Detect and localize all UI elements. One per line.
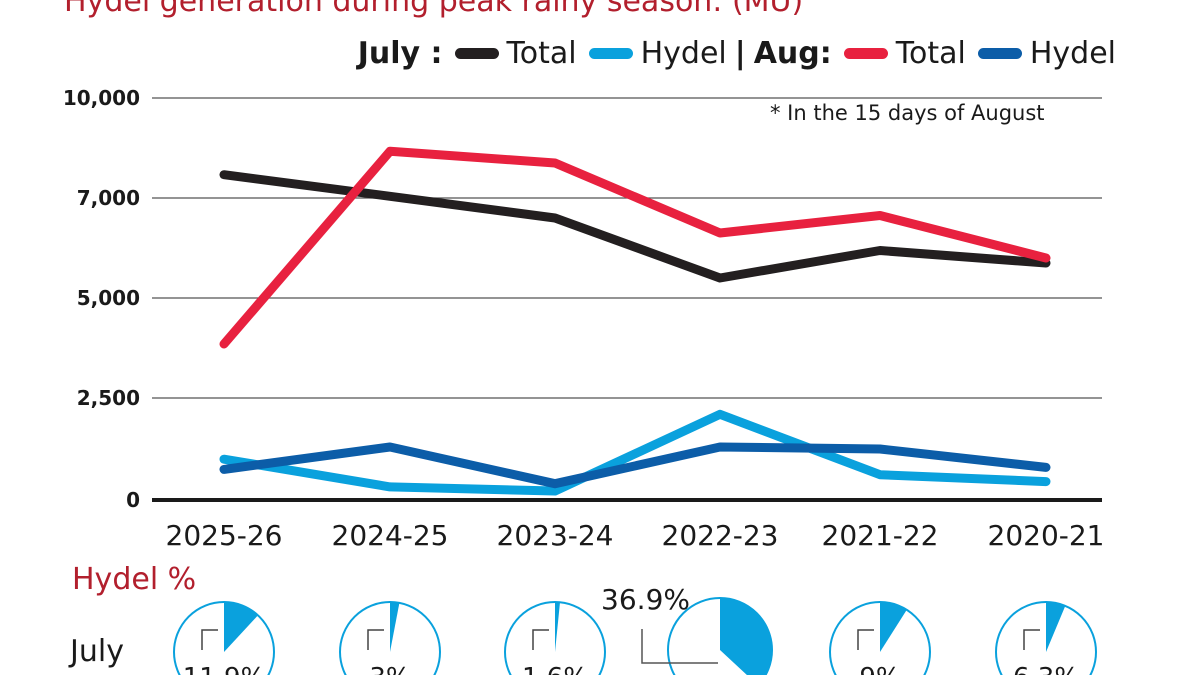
legend-swatch-aug-hydel: [977, 48, 1022, 59]
pie-percent-label: 36.9%: [601, 583, 690, 616]
chart-title: Hydel generation during peak rainy seaso…: [64, 0, 804, 19]
legend-swatch-july-total: [454, 48, 499, 59]
y-tick-label: 0: [126, 488, 140, 512]
legend-swatch-july-hydel: [588, 48, 633, 59]
legend-july-label: July :: [357, 36, 443, 71]
pie-label-leader: [641, 629, 718, 664]
pie-slice: [555, 602, 560, 652]
pie-slice: [1046, 602, 1066, 652]
pie-percent-label: 9%: [859, 663, 900, 675]
pie-label-leader: [1023, 629, 1040, 650]
y-tick-label: 2,500: [77, 386, 140, 410]
y-tick-label: 5,000: [77, 286, 140, 310]
x-tick-label: 2023-24: [497, 519, 614, 552]
pie-label-leader: [367, 629, 384, 650]
legend-separator: |: [734, 36, 746, 71]
series-line-july-total: [219, 170, 1051, 283]
legend-july-total-label: Total: [506, 36, 577, 71]
legend-swatch-aug-total: [843, 48, 888, 59]
x-tick-label: 2025-26: [166, 519, 283, 552]
pie-percent-label: 11.9%: [183, 663, 266, 675]
legend-aug-total-label: Total: [895, 36, 966, 71]
x-tick-label: 2020-21: [988, 519, 1105, 552]
legend-aug-hydel-label: Hydel: [1029, 36, 1116, 71]
y-tick-label: 7,000: [77, 186, 140, 210]
pie-slice: [224, 602, 258, 652]
pie-slice: [390, 602, 400, 652]
x-tick-label: 2022-23: [662, 519, 779, 552]
x-tick-label: 2024-25: [332, 519, 449, 552]
legend-aug-label: Aug:: [753, 36, 832, 71]
y-tick-label: 10,000: [63, 86, 140, 110]
hydel-percent-row-label: July: [70, 634, 124, 669]
pie-percent-label: 3%: [369, 663, 410, 675]
series-line-aug-hydel: [219, 442, 1051, 489]
series-line-aug-total: [219, 146, 1051, 349]
x-tick-label: 2021-22: [822, 519, 939, 552]
pie-label-leader: [857, 629, 874, 650]
pie-percent-label: 1.6%: [522, 663, 588, 675]
legend: July : Total Hydel | Aug: Total Hydel: [358, 36, 1116, 71]
pie-label-leader: [201, 629, 218, 650]
series-line-july-hydel: [219, 409, 1051, 496]
hydel-percent-title: Hydel %: [72, 562, 197, 597]
pie-slice: [880, 602, 907, 652]
pie-label-leader: [532, 629, 549, 650]
chart-footnote: * In the 15 days of August: [770, 101, 1045, 125]
pie-slice: [720, 598, 772, 675]
legend-july-hydel-label: Hydel: [640, 36, 727, 71]
pie-percent-label: 6.3%: [1013, 663, 1079, 675]
